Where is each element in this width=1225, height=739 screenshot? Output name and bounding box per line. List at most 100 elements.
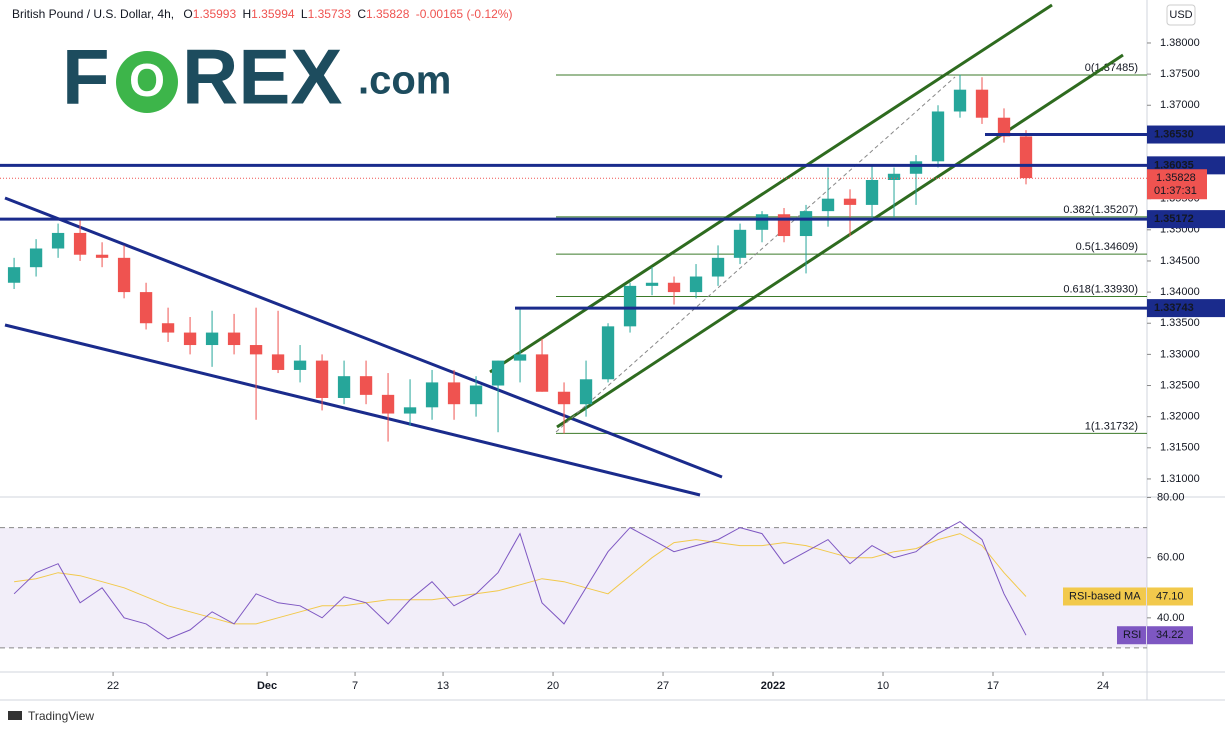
candle-body: [821, 198, 835, 212]
rsi-band-fill: [0, 527, 1147, 648]
x-tick-label: 2022: [761, 680, 785, 692]
ohlc-value: 1.35994: [251, 7, 295, 21]
candle-body: [1019, 136, 1033, 179]
candle-body: [381, 394, 395, 414]
x-tick-label: 20: [547, 680, 559, 692]
x-tick-label: 13: [437, 680, 449, 692]
x-tick-label: 17: [987, 680, 999, 692]
candle-body: [425, 382, 439, 408]
footer-icon: [8, 711, 22, 720]
fib-label: 1(1.31732): [1085, 420, 1138, 432]
candle-body: [469, 385, 483, 405]
candle-body: [7, 267, 21, 283]
currency-box[interactable]: [1166, 4, 1196, 26]
currency: USD: [1169, 9, 1192, 21]
level-label: 1.35172: [1154, 213, 1194, 225]
candle-body: [161, 323, 175, 333]
candle-body: [997, 117, 1011, 137]
rsi-name-box: [1117, 626, 1146, 645]
rsi-tick-label: 60.00: [1157, 552, 1185, 564]
ma-value-box: [1147, 587, 1193, 606]
ohlc-label: C: [357, 7, 366, 21]
plot-layer: [0, 74, 1147, 640]
candle-body: [227, 332, 241, 346]
candle-body: [403, 407, 417, 414]
logo-text: REX: [182, 33, 342, 121]
wedge-lower: [4, 323, 701, 497]
ma-name-box: [1063, 587, 1146, 606]
candle-body: [799, 211, 813, 237]
candle-body: [205, 332, 219, 346]
axis-layer: 1.380001.375001.370001.365001.360001.355…: [107, 37, 1225, 692]
last-price-label: 1.35828: [1156, 172, 1196, 184]
ohlc-label: O: [183, 7, 192, 21]
level-box: [1147, 125, 1225, 144]
y-tick-label: 1.32500: [1160, 379, 1200, 391]
level-label: 1.33743: [1154, 302, 1194, 314]
candle-body: [975, 89, 989, 118]
x-tick-label: 7: [352, 680, 358, 692]
candle-body: [667, 282, 681, 293]
channel-lower: [556, 53, 1124, 429]
candle-body: [95, 254, 109, 258]
drawings: [4, 3, 1124, 497]
candle-body: [601, 326, 615, 380]
candle-body: [447, 382, 461, 405]
fib-label: 0.382(1.35207): [1063, 204, 1138, 216]
candle-body: [249, 345, 263, 355]
x-tick-label: Dec: [257, 680, 277, 692]
candle-body: [271, 354, 285, 370]
x-tick-label: 10: [877, 680, 889, 692]
channel-upper: [489, 3, 1053, 374]
candle-body: [887, 173, 901, 180]
y-tick-label: 1.38000: [1160, 37, 1200, 49]
level-label: 1.36530: [1154, 128, 1194, 140]
level-box: [1147, 299, 1225, 318]
candle-body: [73, 232, 87, 255]
ma-name: RSI-based MA: [1069, 590, 1141, 602]
candle-body: [139, 292, 153, 324]
candle-body: [865, 179, 879, 205]
y-tick-label: 1.31000: [1160, 473, 1200, 485]
rsi-name: RSI: [1123, 629, 1141, 641]
logo: F O REX .com: [62, 33, 451, 121]
candle-body: [711, 257, 725, 277]
candle-body: [843, 198, 857, 205]
candle-body: [315, 360, 329, 398]
logo-text: F: [62, 33, 110, 121]
ohlc-value: 1.35733: [308, 7, 352, 21]
grid-layer: 0(1.37485)0.382(1.35207)0.5(1.34609)0.61…: [0, 0, 1225, 701]
y-tick-label: 1.33000: [1160, 348, 1200, 360]
candle-body: [953, 89, 967, 112]
countdown: 01:37:31: [1154, 185, 1197, 197]
x-tick-label: 24: [1097, 680, 1109, 692]
candle-body: [931, 111, 945, 162]
candle-body: [623, 285, 637, 327]
candle-body: [29, 248, 43, 268]
candle-body: [51, 232, 65, 249]
ma-value: 47.10: [1156, 590, 1184, 602]
ohlc-value: 1.35828: [366, 7, 410, 21]
candle-body: [557, 391, 571, 405]
x-tick-label: 22: [107, 680, 119, 692]
candle-body: [513, 354, 527, 361]
candle-body: [579, 379, 593, 405]
rsi-tick-label: 80.00: [1157, 491, 1185, 503]
wedge-upper: [4, 196, 723, 479]
candle-body: [777, 214, 791, 237]
last-price-box: [1147, 169, 1207, 200]
ohlc-value: 1.35993: [193, 7, 237, 21]
fib-label: 0.618(1.33930): [1063, 283, 1138, 295]
header: British Pound / U.S. Dollar, 4h, O1.3599…: [12, 7, 512, 21]
candle-body: [645, 282, 659, 286]
candle-body: [535, 354, 549, 392]
candle-body: [293, 360, 307, 370]
rsi-value-box: [1147, 626, 1193, 645]
y-tick-label: 1.34500: [1160, 255, 1200, 267]
logo-mark: O: [129, 54, 165, 106]
fib-trend: [555, 76, 956, 433]
y-tick-label: 1.33500: [1160, 317, 1200, 329]
y-tick-label: 1.37500: [1160, 68, 1200, 80]
y-tick-label: 1.37000: [1160, 99, 1200, 111]
